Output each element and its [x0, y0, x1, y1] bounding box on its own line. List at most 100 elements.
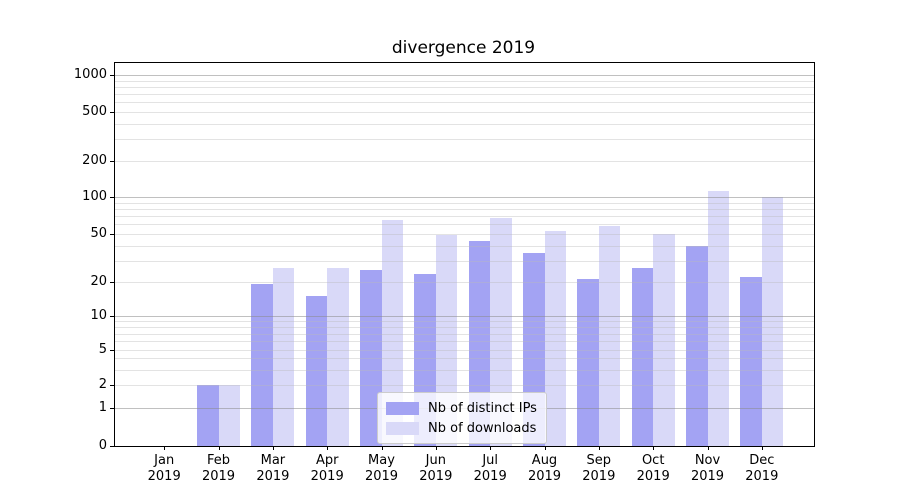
x-tick-year: 2019: [582, 469, 616, 484]
gridline-20: [115, 281, 814, 283]
legend-swatch: [386, 421, 419, 435]
gridline-5: [115, 349, 814, 351]
gridline-40: [115, 245, 814, 247]
gridline-900: [115, 80, 814, 82]
x-tick-label: Mar 2019: [241, 453, 305, 485]
y-tick-label: 1000: [73, 67, 107, 82]
bar-distinct-ips: [740, 276, 762, 446]
x-tick-mark: [598, 446, 600, 450]
legend: Nb of distinct IPs Nb of downloads: [377, 392, 547, 444]
y-tick-mark: [110, 408, 114, 410]
x-tick-mark: [761, 446, 763, 450]
x-tick-mark: [218, 446, 220, 450]
gridline-90: [115, 202, 814, 204]
y-tick-label: 100: [82, 189, 107, 204]
gridline-80: [115, 208, 814, 210]
y-tick-label: 20: [90, 273, 107, 289]
legend-label: Nb of downloads: [428, 420, 537, 436]
gridline-9: [115, 321, 814, 323]
x-tick-label: Apr 2019: [295, 453, 359, 485]
legend-swatch: [386, 401, 419, 415]
y-tick-mark: [110, 281, 114, 283]
y-tick-label: 0: [98, 438, 107, 453]
gridline-700: [115, 93, 814, 95]
y-tick-label: 500: [82, 103, 107, 119]
y-tick-mark: [110, 197, 114, 198]
x-tick-mark: [490, 446, 492, 450]
bar-distinct-ips: [360, 270, 382, 446]
x-tick-month: Dec: [749, 453, 775, 468]
y-tick-mark: [110, 160, 114, 162]
x-tick-label: Oct 2019: [621, 453, 685, 485]
x-tick-mark: [653, 446, 655, 450]
x-tick-mark: [707, 446, 709, 450]
bar-distinct-ips: [577, 279, 599, 446]
x-tick-year: 2019: [690, 469, 725, 484]
x-tick-month: Nov: [694, 453, 721, 468]
x-tick-label: Aug 2019: [513, 453, 577, 485]
gridline-100: [115, 197, 814, 198]
x-tick-month: Jul: [482, 453, 499, 468]
bar-distinct-ips: [305, 296, 328, 446]
y-tick-mark: [110, 349, 114, 351]
bar-distinct-ips: [251, 284, 273, 446]
bar-downloads: [490, 218, 512, 446]
y-tick-mark: [110, 385, 114, 387]
y-tick-label: 2: [98, 377, 107, 393]
x-tick-month: Jun: [425, 453, 446, 468]
gridline-7: [115, 333, 814, 335]
x-tick-year: 2019: [147, 469, 181, 484]
gridline-300: [115, 139, 814, 140]
x-tick-year: 2019: [201, 469, 236, 484]
bar-downloads: [381, 220, 403, 446]
x-tick-year: 2019: [745, 469, 779, 484]
x-tick-month: Oct: [641, 453, 665, 468]
y-tick-label: 10: [90, 308, 107, 324]
bar-distinct-ips: [686, 245, 708, 446]
gridline-30: [115, 260, 814, 262]
x-tick-month: Sep: [586, 453, 612, 468]
bar-downloads: [327, 268, 349, 446]
bar-downloads: [707, 191, 729, 446]
x-tick-label: Sep 2019: [567, 453, 631, 485]
x-tick-label: Feb 2019: [187, 453, 251, 485]
bar-downloads: [272, 268, 295, 446]
x-tick-year: 2019: [310, 469, 344, 484]
bar-distinct-ips: [197, 385, 219, 446]
x-tick-label: Jul 2019: [458, 453, 522, 485]
x-tick-year: 2019: [527, 469, 562, 484]
x-tick-month: Aug: [531, 453, 558, 468]
x-tick-year: 2019: [256, 469, 290, 484]
x-tick-month: Mar: [260, 453, 286, 468]
gridline-200: [115, 160, 814, 162]
x-tick-mark: [381, 446, 383, 450]
x-tick-month: Feb: [206, 453, 231, 468]
gridline-600: [115, 102, 814, 103]
plot-area: 1000 500 200 100 50 20 10 5 2 1 0 Jan 2019 Feb 2019 Mar…: [74, 62, 815, 484]
x-tick-year: 2019: [364, 469, 399, 484]
y-tick-mark: [110, 234, 114, 235]
y-tick-mark: [110, 446, 114, 447]
x-tick-label: Dec 2019: [730, 453, 794, 485]
gridline-500: [115, 111, 814, 113]
bar-downloads: [218, 385, 240, 446]
x-tick-month: Jan: [154, 453, 175, 468]
x-tick-mark: [164, 446, 166, 450]
y-tick-mark: [110, 75, 114, 76]
gridline-8: [115, 327, 814, 329]
gridline-10: [115, 316, 814, 318]
legend-item: Nb of downloads: [386, 418, 538, 438]
x-tick-month: Apr: [315, 453, 339, 468]
chart-title: divergence 2019: [391, 38, 536, 58]
y-tick-mark: [110, 316, 114, 318]
gridline-70: [115, 216, 814, 217]
y-tick-label: 1: [98, 400, 107, 416]
x-tick-year: 2019: [419, 469, 453, 484]
gridline-800: [115, 86, 814, 88]
x-tick-label: May 2019: [350, 453, 414, 485]
x-tick-mark: [272, 446, 274, 450]
x-tick-mark: [544, 446, 546, 450]
gridline-400: [115, 123, 814, 125]
gridline-3: [115, 369, 814, 371]
y-tick-mark: [110, 111, 114, 113]
